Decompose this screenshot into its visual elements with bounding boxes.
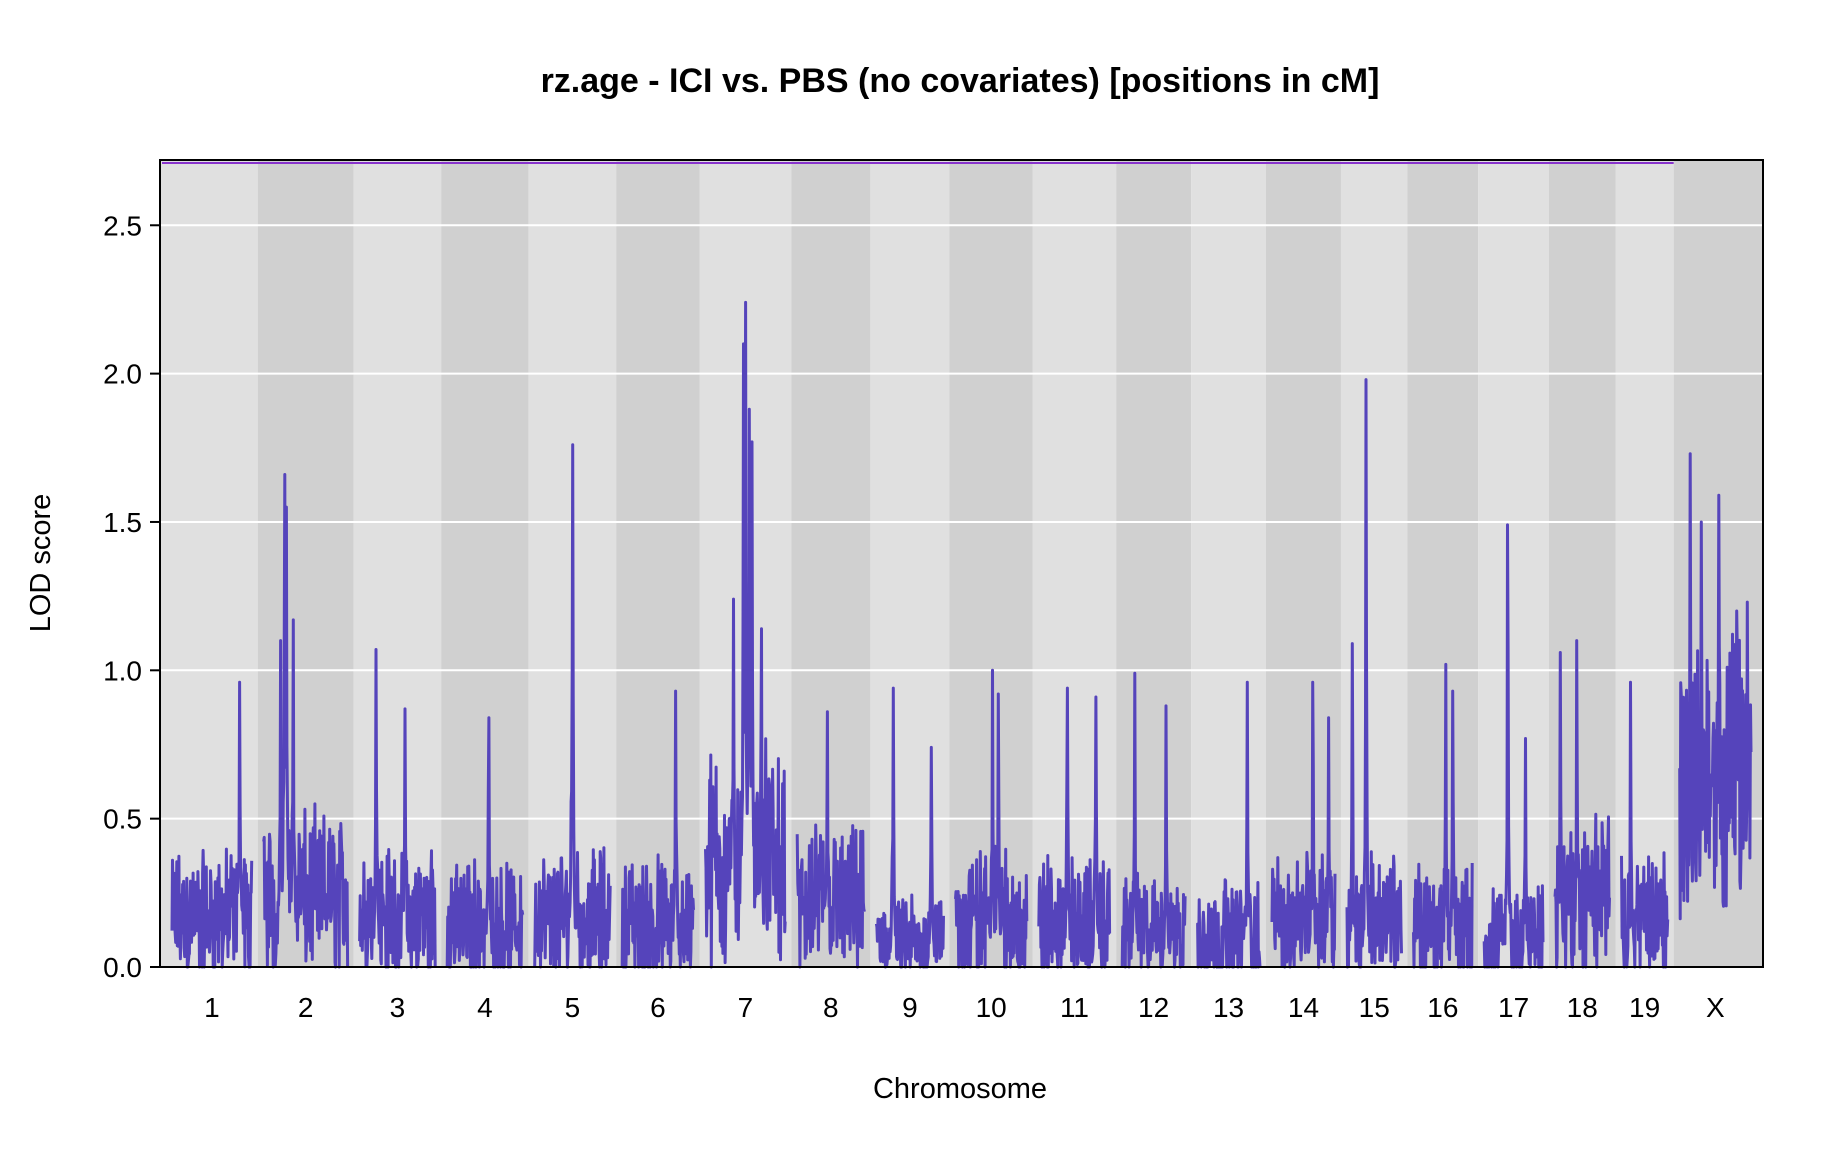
lod-line-chr-9 [874,686,945,969]
y-tick-label-1.0: 1.0 [103,655,142,686]
x-axis-label: Chromosome [873,1073,1047,1105]
lod-line-chr-16 [1412,662,1474,969]
lod-line-chr-19 [1620,680,1670,969]
x-axis-ticks: 1 2 3 4 5 6 7 8 9 10 11 12 13 14 15 16 17 18 19 X [204,992,1725,1023]
y-tick-label-0.0: 0.0 [103,952,142,983]
x-tick-label-11: 11 [1060,992,1089,1023]
chromosome-band-6 [616,160,700,967]
x-tick-label-7: 7 [738,992,754,1023]
chromosome-band-17 [1478,160,1549,967]
lod-line-chr-7 [704,300,787,969]
x-tick-label-13: 13 [1213,992,1244,1023]
lod-line-chr-15 [1345,378,1403,969]
chromosome-band-8 [791,160,871,967]
lod-line-chr-6 [620,689,695,969]
lod-line-chr-10 [954,668,1029,969]
x-tick-label-14: 14 [1288,992,1319,1023]
x-tick-label-5: 5 [565,992,581,1023]
x-tick-label-6: 6 [650,992,666,1023]
lod-line-chr-11 [1037,686,1112,969]
lod-line-chr-1 [170,680,254,969]
horizontal-gridlines [160,224,1763,820]
chart-title: rz.age - ICI vs. PBS (no covariates) [po… [541,62,1380,100]
y-axis-ticks: 0.0 0.5 1.0 1.5 2.0 2.5 [103,210,160,983]
x-tick-label-1: 1 [204,992,220,1023]
chromosome-band-16 [1407,160,1479,967]
x-tick-label-16: 16 [1427,992,1458,1023]
x-tick-label-3: 3 [390,992,406,1023]
chromosome-band-11 [1032,160,1117,967]
lod-line-chr-18 [1553,639,1611,969]
lod-line-chr-5 [533,443,612,969]
y-tick-label-2.0: 2.0 [103,359,142,390]
chromosome-band-9 [870,160,950,967]
x-tick-label-18: 18 [1567,992,1598,1023]
chromosome-band-12 [1116,160,1192,967]
lod-line-chr-4 [445,716,525,969]
lod-series [170,300,1753,969]
chromosome-band-3 [353,160,442,967]
x-tick-label-17: 17 [1498,992,1529,1023]
y-tick-label-1.5: 1.5 [103,507,142,538]
y-tick-label-2.5: 2.5 [103,210,142,241]
lod-line-chr-12 [1120,671,1187,969]
y-axis-label: LOD score [25,494,57,633]
x-tick-label-15: 15 [1359,992,1390,1023]
x-tick-label-2: 2 [298,992,314,1023]
chromosome-band-1 [160,160,258,967]
y-tick-label-0.5: 0.5 [103,804,142,835]
chromosome-band-4 [441,160,529,967]
chromosome-band-19 [1615,160,1674,967]
chromosome-band-13 [1191,160,1267,967]
x-tick-label-19: 19 [1629,992,1660,1023]
lod-line-chr-X [1678,452,1753,921]
x-tick-label-X: X [1706,992,1725,1023]
plot-frame [159,159,1764,968]
lod-line-chr-8 [795,710,866,969]
chromosome-bands [160,160,1763,967]
lod-line-chr-3 [358,648,437,969]
lod-line-chr-2 [262,473,350,969]
x-tick-label-9: 9 [902,992,918,1023]
x-tick-label-10: 10 [976,992,1007,1023]
x-tick-label-12: 12 [1138,992,1169,1023]
x-tick-label-4: 4 [477,992,493,1023]
lod-line-chr-14 [1270,680,1337,969]
x-tick-label-8: 8 [823,992,839,1023]
